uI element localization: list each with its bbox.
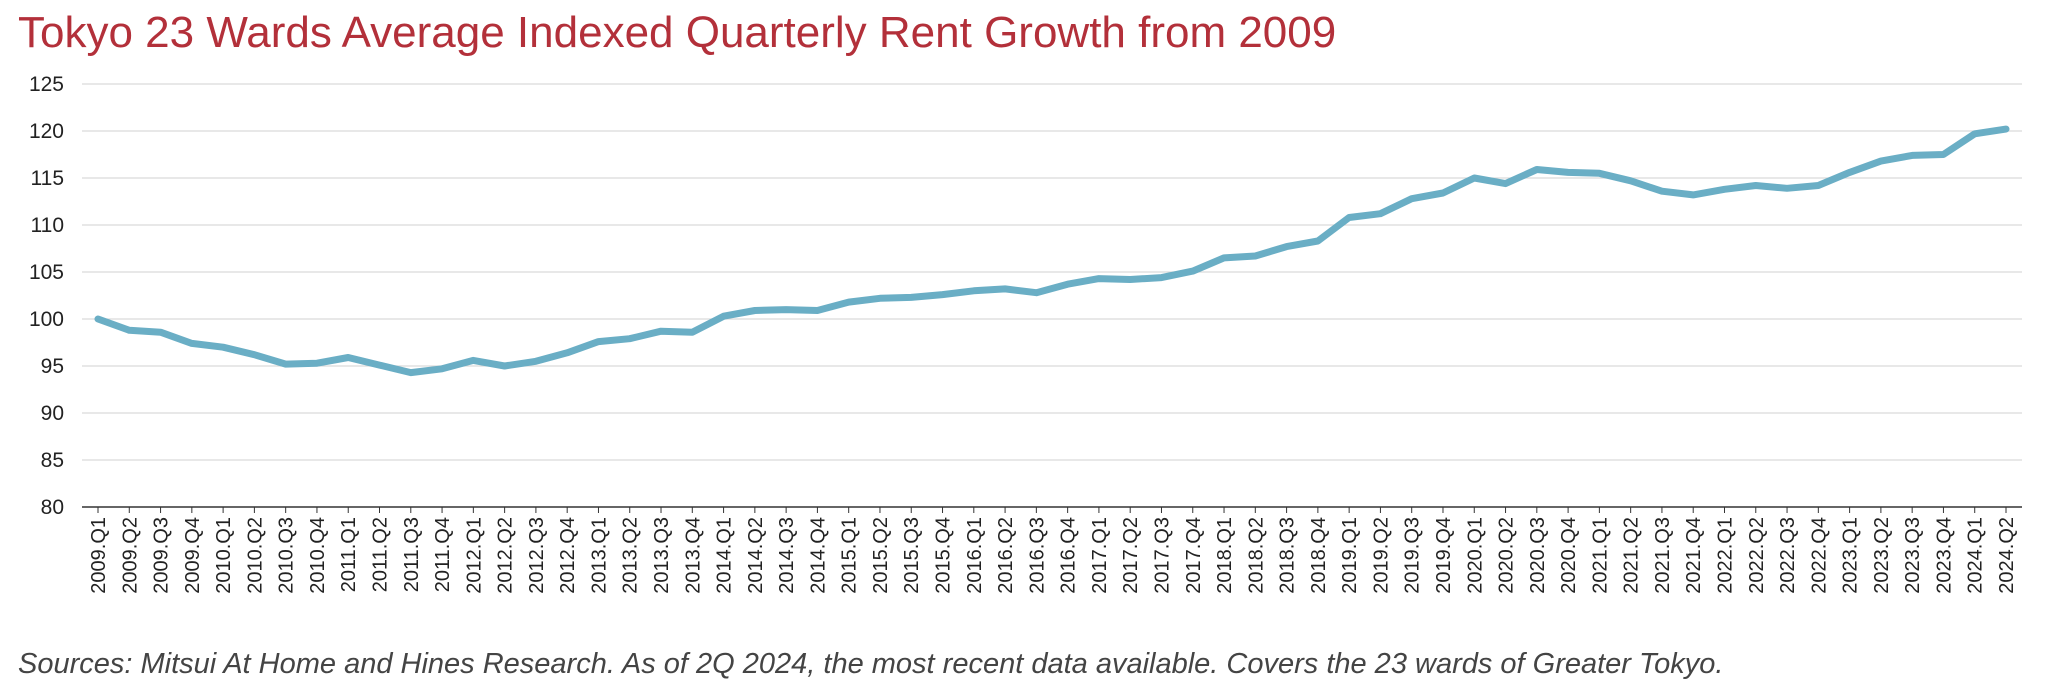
x-tick-label: 2009.Q1 (88, 517, 110, 594)
x-tick-label: 2021.Q3 (1652, 517, 1674, 594)
x-tick-label: 2024.Q2 (1996, 517, 2018, 594)
x-tick-label: 2020.Q1 (1464, 517, 1486, 594)
x-tick-label: 2014.Q4 (807, 517, 829, 594)
x-tick-label: 2021.Q2 (1621, 517, 1643, 594)
x-tick-label: 2016.Q1 (964, 517, 986, 594)
x-tick-label: 2014.Q1 (714, 517, 736, 594)
x-tick-label: 2019.Q4 (1433, 517, 1455, 594)
x-tick-label: 2019.Q1 (1339, 517, 1361, 594)
x-tick-label: 2020.Q3 (1527, 517, 1549, 594)
y-tick-label: 110 (31, 214, 64, 237)
y-tick-label: 90 (41, 402, 64, 425)
x-tick-label: 2018.Q3 (1277, 517, 1299, 594)
x-tick-label: 2016.Q3 (1026, 517, 1048, 594)
x-tick-label: 2022.Q1 (1714, 517, 1736, 594)
y-tick-label: 125 (29, 73, 64, 96)
x-tick-label: 2016.Q2 (995, 517, 1017, 594)
x-tick-label: 2021.Q4 (1683, 517, 1705, 594)
x-tick-label: 2022.Q2 (1746, 517, 1768, 594)
x-tick-label: 2013.Q3 (651, 517, 673, 594)
x-tick-label: 2011.Q2 (370, 517, 392, 592)
x-tick-label: 2009.Q4 (182, 517, 204, 594)
x-tick-label: 2017.Q3 (1151, 517, 1173, 594)
x-tick-label: 2021.Q1 (1589, 517, 1611, 594)
series-lines (94, 125, 2010, 377)
y-tick-label: 120 (29, 120, 64, 143)
y-tick-label: 80 (41, 496, 64, 519)
x-tick-label: 2011.Q1 (338, 517, 360, 592)
chart-title: Tokyo 23 Wards Average Indexed Quarterly… (18, 8, 1337, 57)
x-tick-label: 2016.Q4 (1058, 517, 1080, 594)
x-tick-label: 2018.Q4 (1308, 517, 1330, 594)
x-tick-label: 2010.Q1 (213, 517, 235, 594)
x-tick-label: 2015.Q2 (870, 517, 892, 594)
x-tick-label: 2020.Q4 (1558, 517, 1580, 594)
source-note: Sources: Mitsui At Home and Hines Resear… (18, 648, 1724, 680)
x-tick-label: 2013.Q2 (620, 517, 642, 594)
x-tick-label: 2015.Q3 (901, 517, 923, 594)
y-tick-label: 115 (31, 167, 64, 190)
x-tick-label: 2012.Q1 (463, 517, 485, 594)
x-tick-label: 2013.Q1 (588, 517, 610, 594)
x-tick-label: 2014.Q2 (745, 517, 767, 594)
gridlines (82, 83, 2022, 508)
x-tick-label: 2018.Q1 (1214, 517, 1236, 594)
x-tick-label: 2017.Q2 (1120, 517, 1142, 594)
x-tick-label: 2011.Q4 (432, 517, 454, 592)
x-tick-label: 2015.Q1 (839, 517, 861, 594)
x-tick-label: 2023.Q4 (1933, 517, 1955, 594)
x-tick-label: 2019.Q3 (1402, 517, 1424, 594)
y-tick-label: 95 (41, 355, 64, 378)
x-tick-label: 2022.Q4 (1808, 517, 1830, 594)
x-tick-label: 2020.Q2 (1496, 517, 1518, 594)
x-tick-label: 2019.Q2 (1370, 517, 1392, 594)
x-tick-label: 2017.Q4 (1183, 517, 1205, 594)
x-tick-label: 2013.Q4 (682, 517, 704, 594)
x-tick-label: 2023.Q1 (1840, 517, 1862, 594)
x-tick-label: 2010.Q4 (307, 517, 329, 594)
x-tick-label: 2012.Q3 (526, 517, 548, 594)
x-tick-label: 2011.Q3 (401, 517, 423, 592)
y-tick-label: 85 (41, 449, 64, 472)
x-tick-label: 2023.Q3 (1902, 517, 1924, 594)
x-tick-label: 2012.Q2 (495, 517, 517, 594)
x-tick-label: 2022.Q3 (1777, 517, 1799, 594)
x-tick-label: 2017.Q1 (1089, 517, 1111, 594)
x-tick-label: 2015.Q4 (933, 517, 955, 594)
x-tick-label: 2010.Q2 (244, 517, 266, 594)
x-tick-label: 2009.Q2 (119, 517, 141, 594)
x-tick-label: 2012.Q4 (557, 517, 579, 594)
y-axis: 80 85 90 95 100 105 110 115 120 125 (29, 73, 64, 519)
x-axis: 2009.Q1 2009.Q2 2009.Q3 2009.Q4 2010.Q1 2010.… (88, 507, 2018, 594)
y-tick-label: 105 (29, 261, 64, 284)
x-tick-label: 2014.Q3 (776, 517, 798, 594)
series-line (94, 125, 2010, 377)
x-tick-label: 2024.Q1 (1965, 517, 1987, 594)
x-tick-label: 2009.Q3 (151, 517, 173, 594)
y-tick-label: 100 (29, 308, 64, 331)
x-tick-label: 2018.Q2 (1245, 517, 1267, 594)
x-tick-label: 2010.Q3 (276, 517, 298, 594)
x-tick-label: 2023.Q2 (1871, 517, 1893, 594)
